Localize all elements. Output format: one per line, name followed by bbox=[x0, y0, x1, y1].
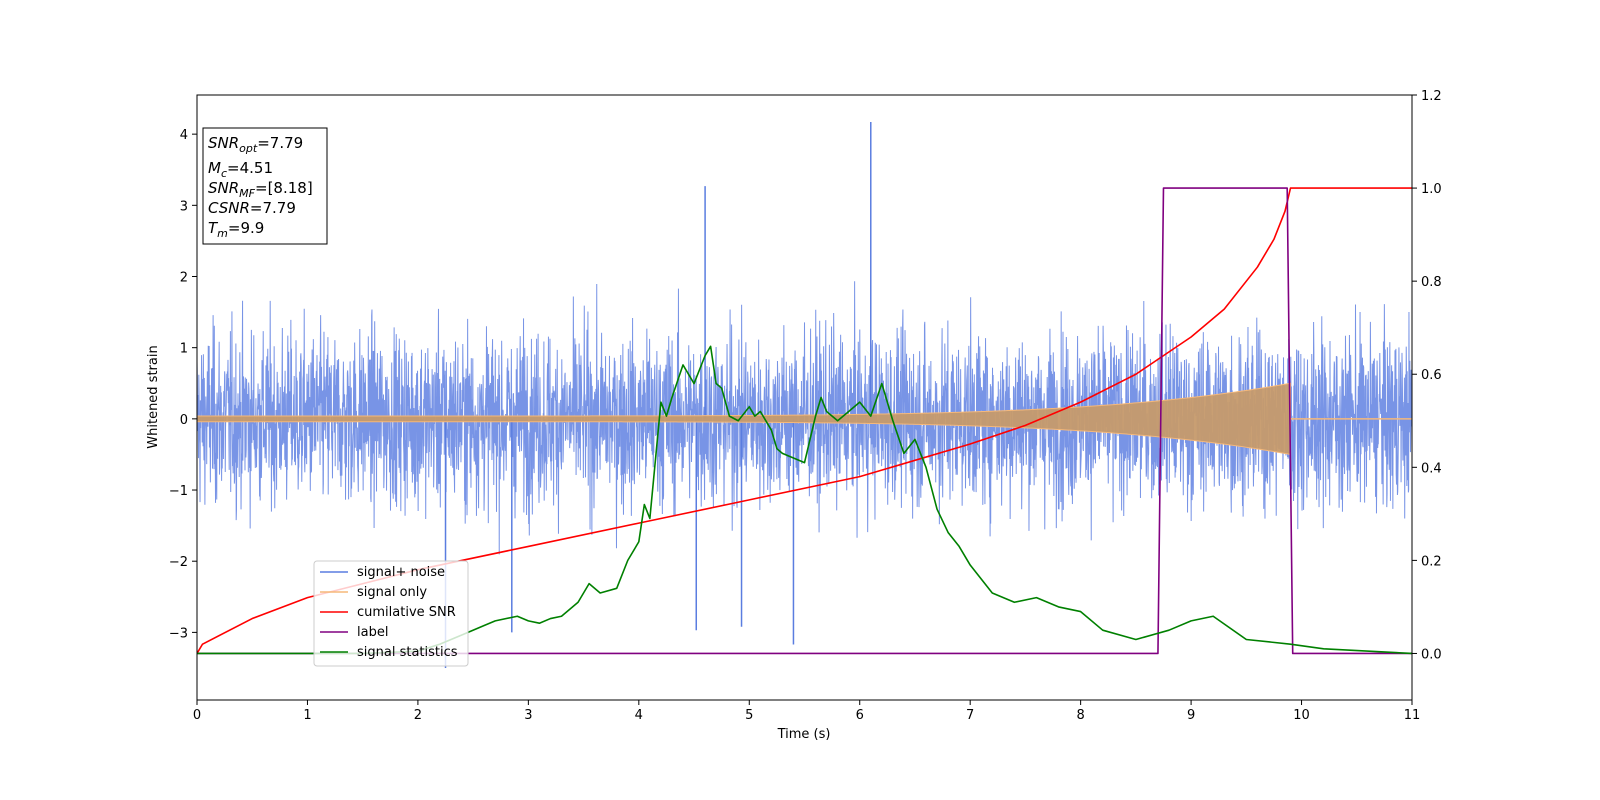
y-axis-title: Whitened strain bbox=[146, 345, 161, 448]
x-tick-label: 7 bbox=[966, 708, 974, 723]
legend-label-cumulative-snr: cumilative SNR bbox=[357, 605, 456, 620]
legend-label-signal-statistics: signal statistics bbox=[357, 645, 458, 660]
x-tick-label: 11 bbox=[1404, 708, 1421, 723]
legend: signal+ noise signal only cumilative SNR… bbox=[313, 560, 469, 667]
x-tick-label: 1 bbox=[303, 708, 311, 723]
y-left-tick-label: 4 bbox=[180, 128, 188, 143]
info-snr-opt-sub: opt bbox=[239, 142, 258, 155]
x-tick-label: 4 bbox=[635, 708, 643, 723]
info-snr-opt-base: SNR bbox=[208, 134, 239, 152]
info-box-frame bbox=[202, 127, 328, 245]
legend-label-signal-noise: signal+ noise bbox=[357, 565, 445, 580]
legend-label-label: label bbox=[357, 625, 388, 640]
info-csnr-base: CSNR bbox=[208, 199, 250, 217]
series-label-line bbox=[197, 187, 1412, 655]
x-tick-label: 2 bbox=[414, 708, 422, 723]
x-tick-label: 10 bbox=[1293, 708, 1310, 723]
info-tm: Tm=9.9 bbox=[208, 219, 264, 240]
y-right-tick-label: 0.0 bbox=[1421, 647, 1442, 662]
y-right-tick-label: 0.6 bbox=[1421, 368, 1442, 383]
y-left-tick-label: −1 bbox=[169, 484, 188, 499]
x-tick-label: 6 bbox=[856, 708, 864, 723]
y-left-tick-label: 1 bbox=[180, 342, 188, 357]
y-left-tick-label: 0 bbox=[180, 413, 188, 428]
legend-label-signal-only: signal only bbox=[357, 585, 427, 600]
x-tick-label: 0 bbox=[193, 708, 201, 723]
info-csnr: CSNR=7.79 bbox=[208, 199, 296, 217]
plot-frame bbox=[196, 94, 1413, 701]
info-box: SNRopt=7.79 Mc=4.51 SNRMF=[8.18] CSNR=7.… bbox=[202, 127, 328, 245]
y-left-tick-label: 3 bbox=[180, 199, 188, 214]
info-snr-mf-value: =[8.18] bbox=[255, 179, 313, 197]
x-axis-title: Time (s) bbox=[777, 727, 831, 742]
info-tm-base: T bbox=[208, 219, 219, 237]
y-right-tick-label: 1.0 bbox=[1421, 182, 1442, 197]
info-mc-base: M bbox=[208, 159, 221, 177]
info-mc: Mc=4.51 bbox=[208, 159, 273, 180]
info-tm-value: =9.9 bbox=[228, 219, 264, 237]
y-right-tick-label: 0.8 bbox=[1421, 275, 1442, 290]
info-snr-opt-value: =7.79 bbox=[257, 134, 303, 152]
y-right-tick-label: 0.2 bbox=[1421, 554, 1442, 569]
series-signal-statistics-line bbox=[197, 345, 1412, 655]
info-mc-sub: c bbox=[221, 167, 227, 180]
info-snr-opt: SNRopt=7.79 bbox=[208, 134, 303, 155]
y-left-tick-label: −3 bbox=[169, 626, 188, 641]
info-csnr-value: =7.79 bbox=[250, 199, 296, 217]
y-left-tick-label: 2 bbox=[180, 271, 188, 286]
x-tick-label: 5 bbox=[745, 708, 753, 723]
info-snr-mf: SNRMF=[8.18] bbox=[208, 179, 313, 200]
info-mc-value: =4.51 bbox=[227, 159, 273, 177]
info-snr-mf-base: SNR bbox=[208, 179, 239, 197]
info-snr-mf-sub: MF bbox=[239, 187, 255, 200]
info-tm-sub: m bbox=[217, 227, 228, 240]
x-tick-label: 3 bbox=[524, 708, 532, 723]
y-left-tick-label: −2 bbox=[169, 555, 188, 570]
axis-layer: 0 1 2 3 4 5 6 7 8 9 10 11 −3 −2 −1 0 1 2 3 4 0.0 0.2 0.4 0.6 0.8… bbox=[169, 89, 1442, 723]
x-tick-label: 9 bbox=[1187, 708, 1195, 723]
y-right-tick-label: 1.2 bbox=[1421, 89, 1442, 104]
legend-frame bbox=[313, 560, 469, 667]
y-right-tick-label: 0.4 bbox=[1421, 461, 1442, 476]
x-tick-label: 8 bbox=[1076, 708, 1084, 723]
